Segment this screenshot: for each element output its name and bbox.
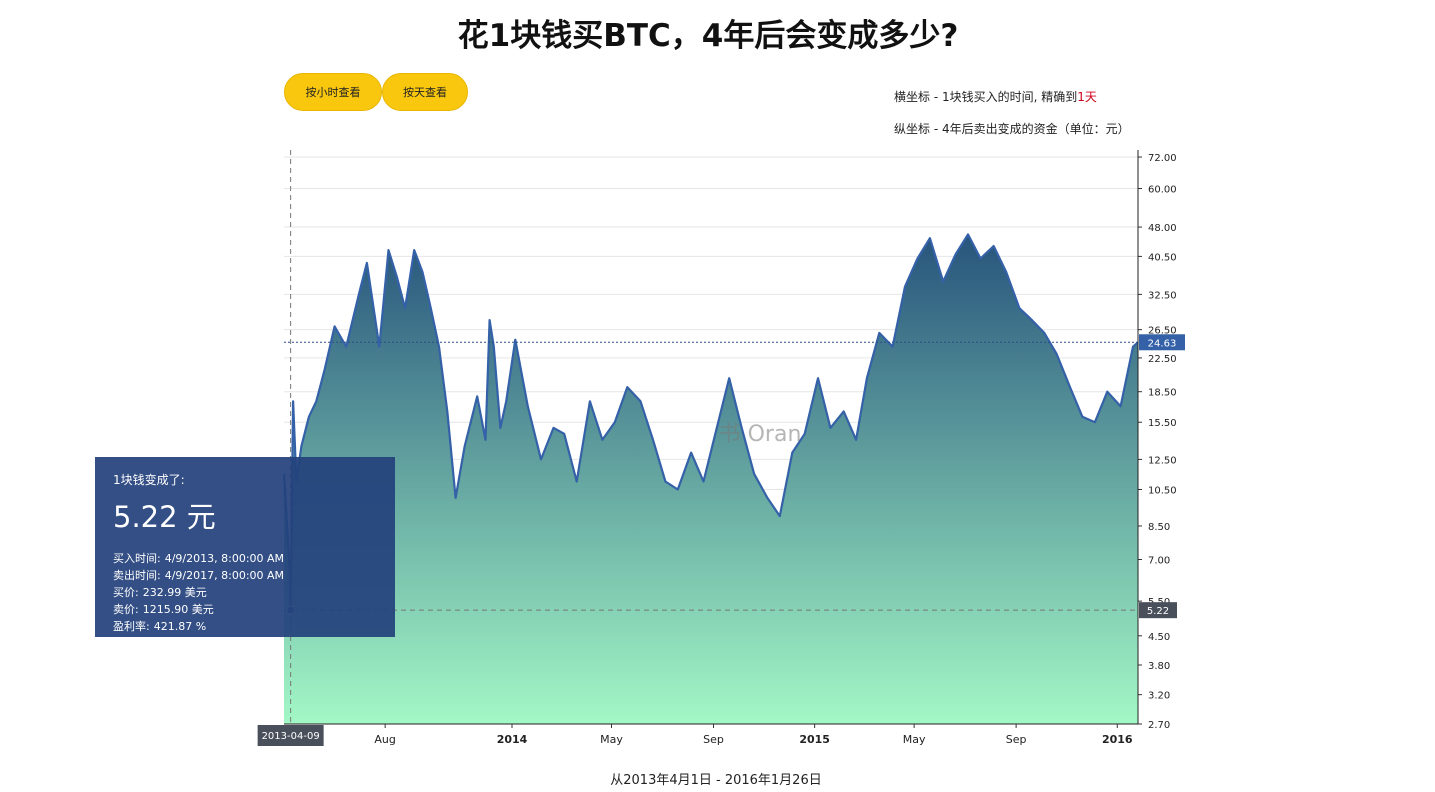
y-tick-label: 22.50 (1148, 354, 1177, 365)
y-tick-label: 72.00 (1148, 153, 1177, 164)
tooltip-value-text: 232.99 美元 (142, 586, 207, 599)
view-by-day-button[interactable]: 按天查看 (382, 73, 468, 111)
x-axis-legend-text: 横坐标 - 1块钱买入的时间, 精确到 (894, 90, 1078, 104)
y-tick-label: 4.50 (1148, 632, 1170, 643)
value-line (282, 233, 1139, 612)
y-tick-label: 32.50 (1148, 290, 1177, 301)
tooltip-value-text: 1215.90 美元 (142, 603, 214, 616)
tooltip-row-sell-price: 卖价: 1215.90 美元 (113, 601, 377, 618)
hover-date-badge (257, 725, 324, 746)
tooltip-header: 1块钱变成了: (113, 473, 185, 487)
tooltip-value: 5.22 元 (113, 500, 216, 534)
x-tick-label: May (600, 733, 623, 746)
tooltip-row-buy-price: 买价: 232.99 美元 (113, 584, 377, 601)
hover-date-label: 2013-04-09 (262, 731, 320, 742)
hover-tooltip: 1块钱变成了: 5.22 元 买入时间: 4/9/2013, 8:00:00 AM… (95, 457, 395, 637)
y-tick-label: 7.00 (1148, 556, 1170, 567)
y-tick-label: 8.50 (1148, 522, 1170, 533)
tooltip-label: 卖出时间: (113, 569, 161, 582)
y-tick-label: 60.00 (1148, 185, 1177, 196)
hover-value-label: 5.22 (1147, 606, 1169, 617)
crosshair: 24.63 5.22 2013-04-09 (257, 150, 1185, 746)
x-tick-label: Sep (1006, 733, 1027, 746)
y-axis-legend: 纵坐标 - 4年后卖出变成的资金（单位：元） (894, 122, 1130, 136)
tooltip-row-buy-time: 买入时间: 4/9/2013, 8:00:00 AM (113, 550, 377, 567)
y-tick-label: 15.50 (1148, 418, 1177, 429)
tooltip-value-text: 421.87 % (153, 620, 207, 633)
y-tick-label: 12.50 (1148, 455, 1177, 466)
x-axis-legend-highlight: 1天 (1077, 90, 1097, 104)
hover-value-badge (1139, 602, 1177, 619)
value-area (284, 234, 1138, 724)
y-tick-label: 3.80 (1148, 661, 1170, 672)
y-tick-label: 40.50 (1148, 252, 1177, 263)
x-tick-label: 2015 (799, 733, 830, 746)
watermark-text: 书 Oran (719, 422, 802, 447)
x-tick-label: 2016 (1102, 733, 1133, 746)
chart-title: 花1块钱买BTC，4年后会变成多少? (457, 18, 959, 54)
y-tick-label: 2.70 (1148, 720, 1170, 731)
y-tick-label: 18.50 (1148, 388, 1177, 399)
tooltip-row-profit: 盈利率: 421.87 % (113, 618, 377, 635)
x-tick-label: Sep (703, 733, 724, 746)
y-tick-label: 26.50 (1148, 326, 1177, 337)
axes: 72.00 60.00 48.00 40.50 32.50 26.50 22.50 18.50… (284, 150, 1177, 746)
tooltip-value-text: 4/9/2017, 8:00:00 AM (164, 569, 285, 582)
y-tick-label: 10.50 (1148, 485, 1177, 496)
x-tick-label: 2014 (497, 733, 528, 746)
x-tick-label: Aug (374, 733, 395, 746)
tooltip-label: 卖价: (113, 603, 139, 616)
x-axis-legend: 横坐标 - 1块钱买入的时间, 精确到1天 (894, 88, 1097, 105)
current-value-badge (1139, 334, 1185, 351)
tooltip-row-sell-time: 卖出时间: 4/9/2017, 8:00:00 AM (113, 567, 377, 584)
date-range-footer: 从2013年4月1日 - 2016年1月26日 (610, 773, 822, 788)
view-by-hour-button[interactable]: 按小时查看 (284, 73, 382, 111)
x-tick-label: May (903, 733, 926, 746)
tooltip-label: 买入时间: (113, 552, 161, 565)
tooltip-label: 买价: (113, 586, 139, 599)
current-value-label: 24.63 (1148, 338, 1177, 349)
tooltip-label: 盈利率: (113, 620, 150, 633)
y-tick-label: 3.20 (1148, 691, 1170, 702)
tooltip-value-text: 4/9/2013, 8:00:00 AM (164, 552, 285, 565)
y-tick-label: 48.00 (1148, 223, 1177, 234)
